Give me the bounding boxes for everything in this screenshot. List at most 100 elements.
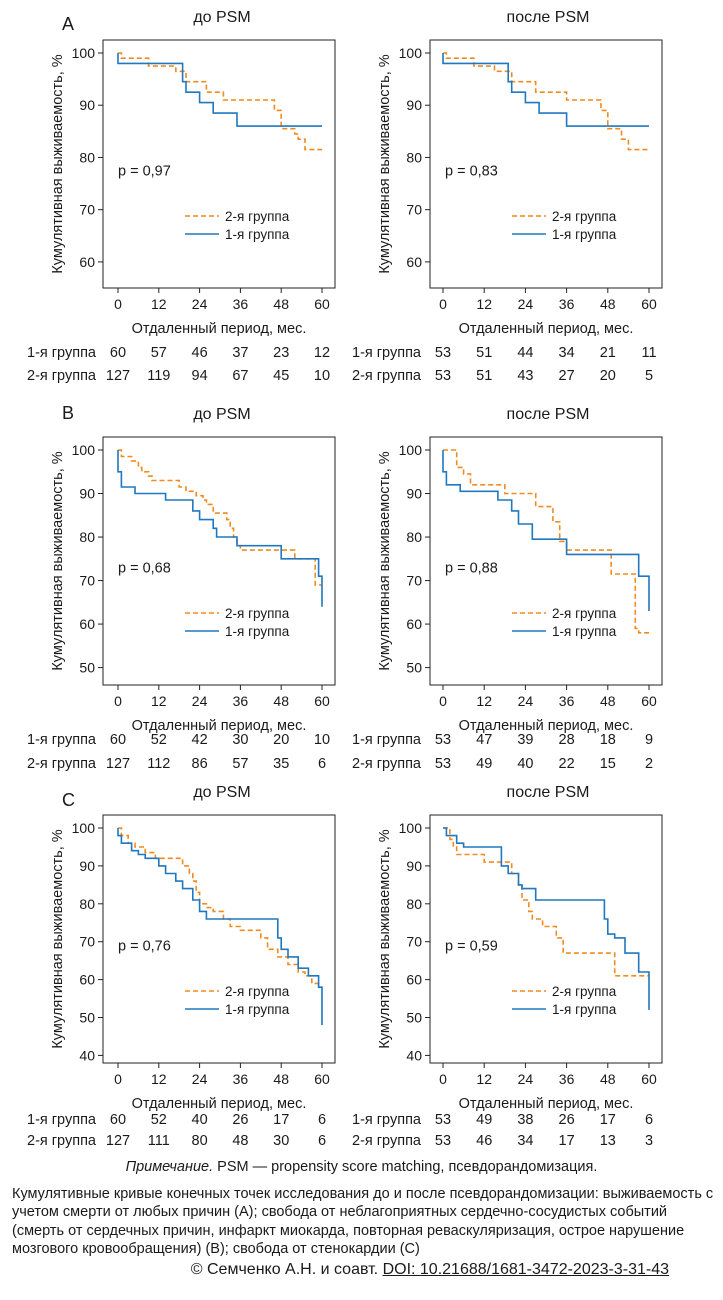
- at-risk-value: 17: [273, 1112, 289, 1128]
- at-risk-value: 46: [476, 1133, 492, 1149]
- at-risk-value: 48: [232, 1133, 248, 1149]
- at-risk-value: 57: [151, 345, 167, 361]
- series-line-group1: [117, 450, 323, 607]
- y-tick-label: 100: [72, 442, 96, 458]
- legend-label-group1: 1-я группа: [225, 1002, 290, 1017]
- at-risk-label: 1-я группа: [27, 1112, 97, 1128]
- x-tick-label: 48: [273, 1071, 289, 1087]
- series-line-group2: [443, 52, 649, 151]
- at-risk-value: 34: [517, 1133, 533, 1149]
- y-tick-label: 60: [406, 972, 422, 988]
- panel-title: до PSM: [193, 784, 250, 801]
- figure-note: Примечание. PSM — propensity score match…: [0, 1158, 723, 1176]
- x-tick-label: 60: [314, 296, 330, 312]
- at-risk-value: 127: [106, 756, 130, 772]
- y-tick-label: 60: [79, 616, 95, 632]
- plot-frame: [429, 814, 663, 1064]
- y-tick-label: 70: [79, 202, 95, 218]
- at-risk-value: 60: [110, 345, 126, 361]
- at-risk-value: 119: [147, 368, 170, 384]
- x-tick-label: 48: [600, 296, 616, 312]
- y-tick-label: 90: [79, 486, 95, 502]
- y-axis-label: Кумулятивная выживаемость, %: [50, 451, 66, 670]
- y-tick-label: 40: [406, 1047, 422, 1063]
- x-tick-label: 0: [439, 693, 447, 709]
- x-tick-label: 12: [151, 693, 167, 709]
- at-risk-value: 15: [600, 756, 616, 772]
- p-value: p = 0,88: [445, 561, 498, 577]
- legend-label-group2: 2-я группа: [552, 606, 617, 621]
- at-risk-value: 9: [645, 732, 653, 748]
- y-tick-label: 50: [406, 660, 422, 676]
- legend-label-group2: 2-я группа: [225, 209, 290, 224]
- x-tick-label: 36: [559, 296, 575, 312]
- at-risk-value: 27: [559, 368, 575, 384]
- at-risk-value: 39: [517, 732, 533, 748]
- x-tick-label: 24: [518, 693, 534, 709]
- y-tick-label: 60: [79, 254, 95, 270]
- y-tick-label: 80: [79, 896, 95, 912]
- x-tick-label: 36: [233, 296, 249, 312]
- at-risk-value: 20: [600, 368, 616, 384]
- legend-label-group1: 1-я группа: [552, 227, 617, 242]
- at-risk-value: 42: [192, 732, 208, 748]
- x-tick-label: 12: [476, 296, 492, 312]
- y-tick-label: 90: [79, 97, 95, 113]
- p-value: p = 0,83: [445, 164, 498, 180]
- y-tick-label: 90: [406, 858, 422, 874]
- x-tick-label: 0: [114, 296, 122, 312]
- y-axis-label: Кумулятивная выживаемость, %: [377, 829, 393, 1048]
- at-risk-value: 49: [476, 1112, 492, 1128]
- at-risk-value: 52: [151, 732, 167, 748]
- at-risk-value: 44: [517, 345, 533, 361]
- legend-label-group2: 2-я группа: [552, 984, 617, 999]
- at-risk-value: 86: [192, 756, 208, 772]
- series-line-group1: [442, 53, 649, 127]
- at-risk-value: 22: [559, 756, 575, 772]
- at-risk-value: 80: [192, 1133, 208, 1149]
- doi-link[interactable]: DOI: 10.21688/1681-3472-2023-3-31-43: [382, 1261, 669, 1278]
- y-tick-label: 80: [406, 149, 422, 165]
- y-tick-label: 70: [406, 573, 422, 589]
- p-value: p = 0,97: [118, 164, 171, 180]
- at-risk-value: 5: [645, 368, 653, 384]
- at-risk-value: 21: [600, 345, 616, 361]
- x-axis-label: Отдаленный период, мес.: [459, 321, 634, 337]
- at-risk-value: 40: [192, 1112, 208, 1128]
- y-tick-label: 80: [406, 896, 422, 912]
- at-risk-value: 40: [517, 756, 533, 772]
- at-risk-value: 49: [476, 756, 492, 772]
- x-tick-label: 48: [273, 693, 289, 709]
- y-tick-label: 50: [406, 1010, 422, 1026]
- at-risk-value: 38: [517, 1112, 533, 1128]
- y-axis-label: Кумулятивная выживаемость, %: [50, 829, 66, 1048]
- at-risk-label: 1-я группа: [352, 345, 422, 361]
- x-tick-label: 0: [439, 1071, 447, 1087]
- y-tick-label: 90: [406, 486, 422, 502]
- x-tick-label: 36: [559, 693, 575, 709]
- x-tick-label: 48: [273, 296, 289, 312]
- at-risk-value: 94: [192, 368, 208, 384]
- plot-frame: [429, 39, 663, 289]
- at-risk-value: 53: [435, 1112, 451, 1128]
- y-tick-label: 70: [79, 934, 95, 950]
- at-risk-value: 60: [110, 732, 126, 748]
- at-risk-value: 3: [645, 1133, 653, 1149]
- legend-label-group1: 1-я группа: [225, 227, 290, 242]
- legend-label-group2: 2-я группа: [225, 984, 290, 999]
- y-tick-label: 70: [406, 202, 422, 218]
- x-tick-label: 48: [600, 1071, 616, 1087]
- figure-caption: Кумулятивные кривые конечных точек иссле…: [12, 1186, 714, 1257]
- at-risk-value: 34: [559, 345, 575, 361]
- at-risk-value: 67: [232, 368, 248, 384]
- legend-label-group2: 2-я группа: [552, 209, 617, 224]
- at-risk-value: 12: [314, 345, 330, 361]
- y-tick-label: 90: [406, 97, 422, 113]
- y-tick-label: 100: [399, 45, 423, 61]
- x-tick-label: 12: [151, 296, 167, 312]
- legend-label-group1: 1-я группа: [552, 624, 617, 639]
- series-line-group1: [117, 828, 323, 1026]
- at-risk-label: 1-я группа: [352, 732, 422, 748]
- panel-letter: A: [62, 14, 74, 34]
